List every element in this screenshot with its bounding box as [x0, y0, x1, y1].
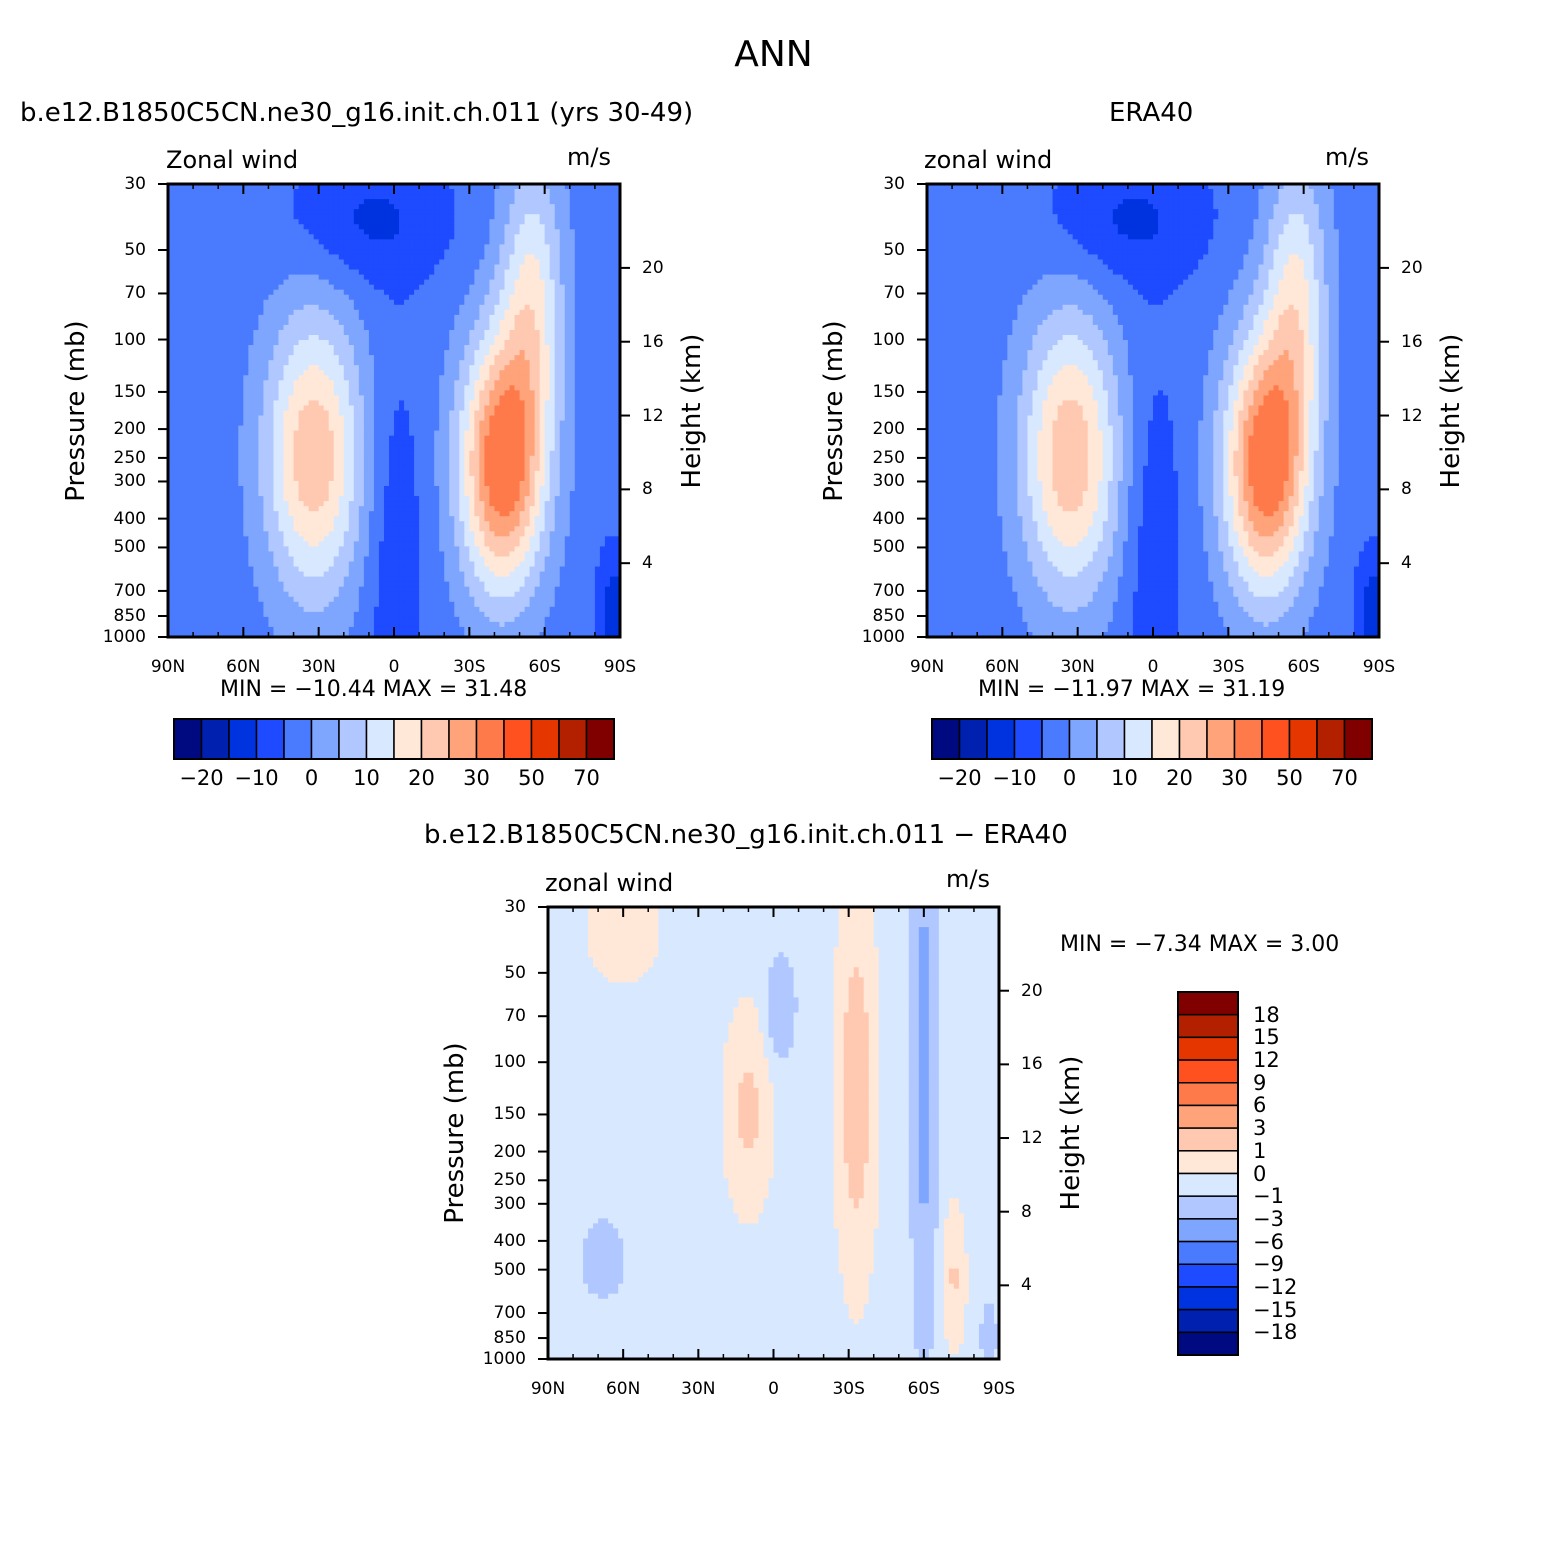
colorbar-swatch [1178, 1128, 1238, 1151]
colorbar-swatch [257, 719, 285, 759]
colorbar-swatch [1125, 719, 1153, 759]
colorbar-swatch [1178, 1332, 1238, 1355]
colorbar-swatch [422, 719, 450, 759]
colorbar-swatch [1178, 1219, 1238, 1242]
colorbar-swatch [367, 719, 395, 759]
colorbar-swatch [1178, 1151, 1238, 1174]
obs-contour-field [927, 184, 1380, 638]
colorbar-swatch [1015, 719, 1043, 759]
colorbar-swatch [394, 719, 422, 759]
colorbar-swatch [1097, 719, 1125, 759]
colorbar-swatch [1178, 1015, 1238, 1038]
model-contour-field [168, 184, 621, 638]
colorbar-swatch [1042, 719, 1070, 759]
model-colorbar [174, 719, 614, 759]
colorbar-swatch [449, 719, 477, 759]
colorbar-swatch [1178, 992, 1238, 1015]
colorbar-swatch [1178, 1105, 1238, 1128]
colorbar-swatch [1178, 1264, 1238, 1287]
colorbar-swatch [202, 719, 230, 759]
colorbar-swatch [1262, 719, 1290, 759]
colorbar-swatch [1345, 719, 1373, 759]
diff-colorbar [1178, 992, 1238, 1355]
colorbar-swatch [1178, 1310, 1238, 1333]
colorbar-swatch [960, 719, 988, 759]
colorbar-swatch [504, 719, 532, 759]
colorbar-swatch [1207, 719, 1235, 759]
colorbar-swatch [1178, 1287, 1238, 1310]
colorbar-swatch [1178, 1060, 1238, 1083]
colorbar-swatch [1317, 719, 1345, 759]
colorbar-swatch [1178, 1196, 1238, 1219]
colorbar-swatch [532, 719, 560, 759]
colorbar-swatch [174, 719, 202, 759]
colorbar-swatch [1178, 1174, 1238, 1197]
colorbar-swatch [1235, 719, 1263, 759]
diff-contour-field [548, 907, 1000, 1360]
colorbar-swatch [1178, 1242, 1238, 1265]
colorbar-swatch [987, 719, 1015, 759]
colorbar-swatch [1152, 719, 1180, 759]
colorbar-swatch [1178, 1037, 1238, 1060]
colorbar-swatch [312, 719, 340, 759]
colorbar-swatch [932, 719, 960, 759]
colorbar-swatch [229, 719, 257, 759]
colorbar-swatch [1070, 719, 1098, 759]
colorbar-swatch [1180, 719, 1208, 759]
colorbar-swatch [477, 719, 505, 759]
colorbar-swatch [339, 719, 367, 759]
colorbar-swatch [559, 719, 587, 759]
colorbar-swatch [587, 719, 615, 759]
colorbar-swatch [284, 719, 312, 759]
colorbar-swatch [1178, 1083, 1238, 1106]
colorbar-swatch [1290, 719, 1318, 759]
obs-colorbar [932, 719, 1372, 759]
